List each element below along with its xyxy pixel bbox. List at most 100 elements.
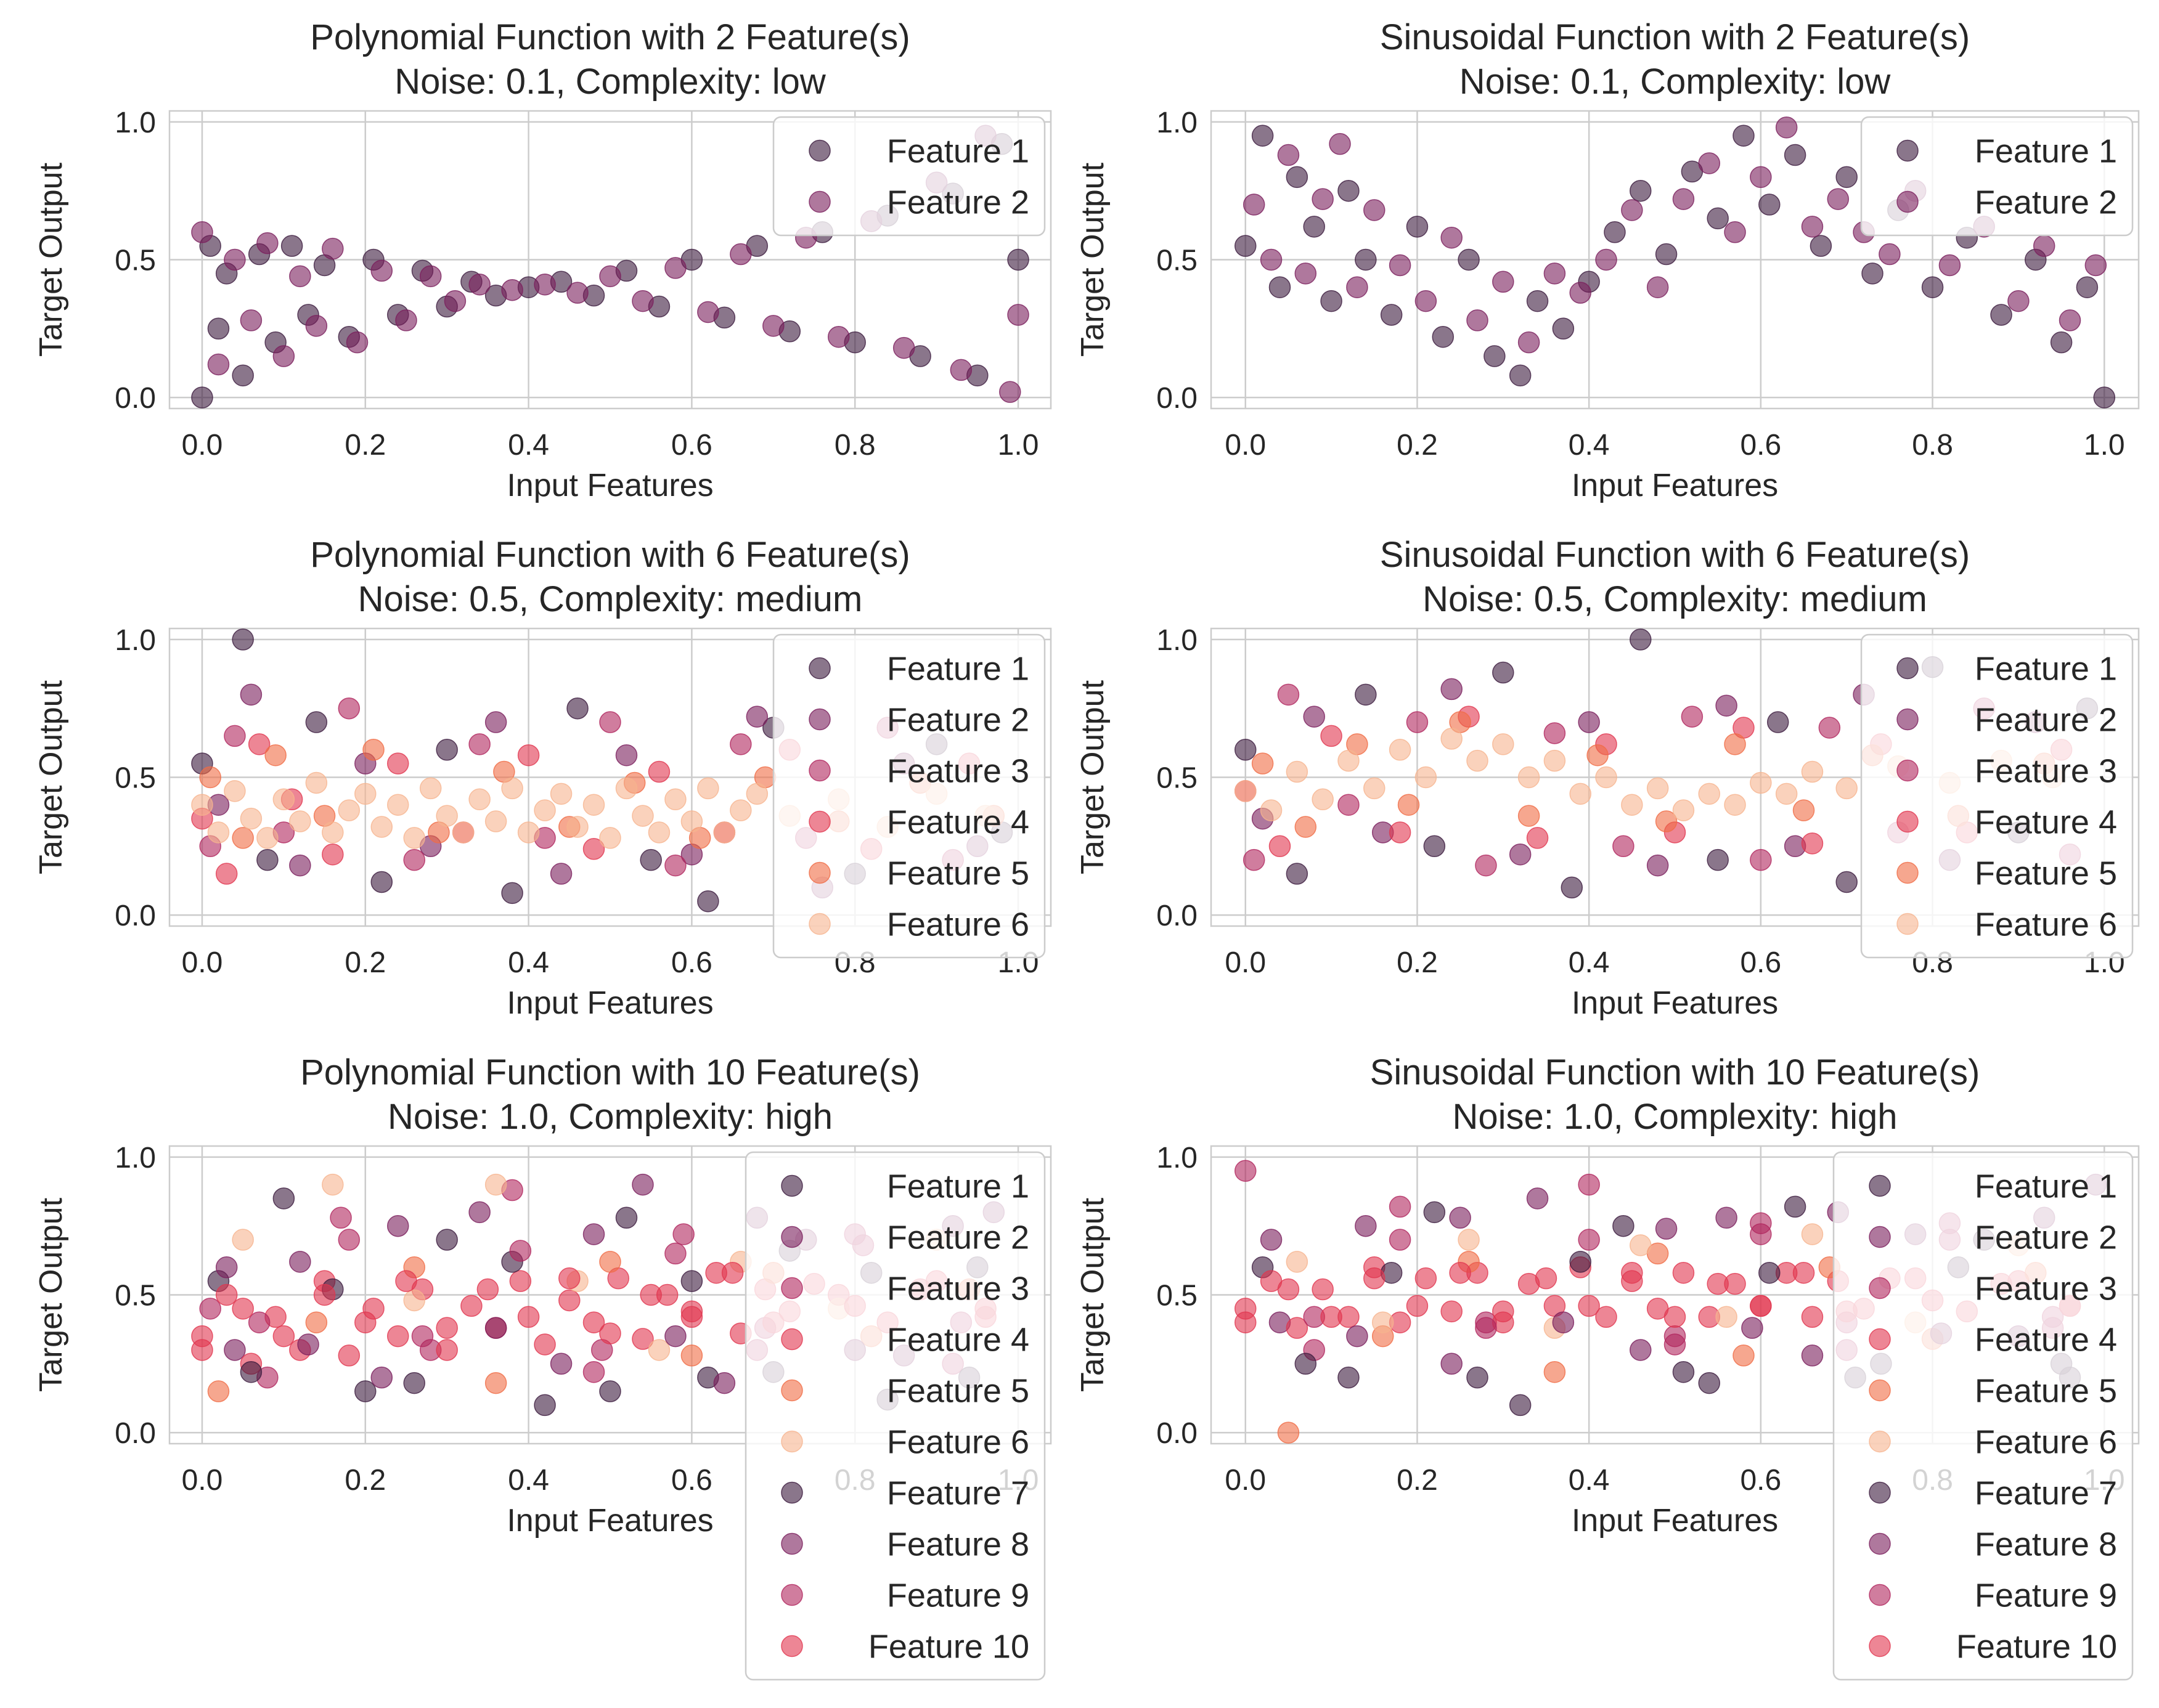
scatter-point bbox=[1234, 739, 1257, 761]
plot-frame bbox=[168, 110, 1052, 410]
scatter-point bbox=[648, 760, 671, 783]
scatter-point bbox=[1268, 276, 1291, 298]
scatter-point bbox=[1355, 683, 1377, 706]
x-tick-label: 0.6 bbox=[1740, 1464, 1781, 1497]
scatter-point bbox=[338, 1229, 361, 1251]
scatter-point bbox=[1277, 1278, 1300, 1301]
scatter-point bbox=[640, 1283, 662, 1306]
x-tick-label: 0.2 bbox=[1397, 946, 1438, 979]
y-tick-label: 0.5 bbox=[1156, 1280, 1198, 1312]
scatter-point bbox=[1286, 1317, 1308, 1339]
scatter-point bbox=[746, 706, 769, 728]
scatter-point bbox=[1509, 1394, 1532, 1417]
legend-label: Feature 6 bbox=[1975, 906, 2117, 943]
scatter-point bbox=[322, 821, 344, 844]
legend-label: Feature 3 bbox=[887, 1271, 1029, 1307]
y-tick-label: 0.0 bbox=[1156, 1417, 1198, 1450]
legend-label: Feature 3 bbox=[1975, 1271, 2117, 1307]
legend-marker bbox=[809, 657, 831, 680]
scatter-point bbox=[484, 711, 507, 733]
scatter-point bbox=[1277, 144, 1300, 166]
scatter-point bbox=[1750, 1295, 1772, 1317]
scatter-point bbox=[1526, 827, 1549, 849]
subplot-3: Polynomial Function with 6 Feature(s)Noi… bbox=[33, 535, 1052, 1021]
scatter-point bbox=[1268, 835, 1291, 858]
scatter-point bbox=[632, 805, 654, 827]
scatter-point bbox=[1578, 1295, 1600, 1317]
scatter-point bbox=[517, 821, 540, 844]
x-tick-label: 0.4 bbox=[1569, 946, 1610, 979]
scatter-point bbox=[1260, 799, 1283, 821]
scatter-point bbox=[1251, 752, 1274, 775]
scatter-point bbox=[566, 697, 589, 720]
legend-marker bbox=[1869, 1277, 1891, 1299]
scatter-point bbox=[1509, 364, 1532, 387]
scatter-point bbox=[1655, 243, 1678, 266]
legend-label: Feature 3 bbox=[887, 753, 1029, 790]
scatter-point bbox=[2033, 235, 2055, 257]
scatter-point bbox=[403, 1372, 425, 1394]
scatter-point bbox=[1707, 848, 1729, 871]
scatter-point bbox=[1655, 1218, 1678, 1240]
plot-frame bbox=[1210, 110, 2140, 410]
x-tick-label: 0.6 bbox=[671, 429, 712, 462]
scatter-point bbox=[215, 1283, 238, 1306]
scatter-point bbox=[191, 221, 213, 243]
scatter-point bbox=[1724, 733, 1746, 755]
scatter-point bbox=[1758, 1261, 1781, 1284]
scatter-point bbox=[1389, 821, 1411, 844]
scatter-point bbox=[395, 309, 417, 331]
legend-marker bbox=[809, 759, 831, 782]
scatter-point bbox=[289, 810, 311, 832]
scatter-point bbox=[1371, 1311, 1394, 1333]
scatter-point bbox=[1423, 835, 1446, 858]
scatter-point bbox=[1733, 124, 1755, 147]
scatter-point bbox=[509, 1240, 532, 1262]
scatter-point bbox=[338, 697, 361, 720]
scatter-point bbox=[1861, 262, 1884, 285]
scatter-point bbox=[1543, 722, 1566, 744]
scatter-point bbox=[1758, 193, 1781, 216]
x-tick-label: 0.0 bbox=[1225, 429, 1266, 462]
scatter-point bbox=[1286, 760, 1308, 783]
x-axis-label: Input Features bbox=[507, 1503, 713, 1539]
legend-marker bbox=[781, 1379, 803, 1402]
scatter-point bbox=[1320, 290, 1342, 312]
scatter-point bbox=[1586, 744, 1609, 767]
y-axis-label: Target Output bbox=[1075, 1197, 1111, 1392]
scatter-point bbox=[460, 1295, 483, 1317]
legend-marker bbox=[781, 1584, 803, 1606]
legend-label: Feature 4 bbox=[887, 804, 1029, 841]
scatter-point bbox=[338, 799, 361, 821]
scatter-point bbox=[1578, 711, 1600, 733]
scatter-point bbox=[1492, 733, 1514, 755]
legend-label: Feature 1 bbox=[887, 1168, 1029, 1205]
scatter-point bbox=[1646, 276, 1669, 298]
scatter-point bbox=[386, 794, 409, 816]
scatter-point bbox=[2059, 309, 2081, 331]
scatter-point bbox=[1938, 254, 1961, 277]
scatter-point bbox=[1286, 1251, 1308, 1273]
legend-label: Feature 1 bbox=[1975, 1168, 2117, 1205]
scatter-point bbox=[1509, 843, 1532, 866]
legend-marker bbox=[781, 1430, 803, 1453]
scatter-point bbox=[1449, 1261, 1471, 1284]
legend-label: Feature 8 bbox=[887, 1526, 1029, 1563]
scatter-point bbox=[1569, 1251, 1591, 1273]
scatter-point bbox=[468, 733, 491, 755]
x-axis-label: Input Features bbox=[1572, 1503, 1778, 1539]
scatter-point bbox=[1630, 628, 1652, 651]
y-tick-label: 0.0 bbox=[115, 900, 156, 932]
scatter-point bbox=[436, 1317, 458, 1339]
scatter-point bbox=[1646, 777, 1669, 800]
y-tick-label: 0.0 bbox=[1156, 900, 1198, 932]
scatter-point bbox=[1578, 1173, 1600, 1196]
legend: Feature 1 Feature 2 Feature 3 Feature 4 Feat… bbox=[745, 1151, 1046, 1681]
scatter-point bbox=[224, 780, 246, 802]
scatter-point bbox=[501, 882, 523, 905]
scatter-point bbox=[558, 1267, 581, 1290]
scatter-point bbox=[1646, 854, 1669, 877]
scatter-point bbox=[362, 739, 385, 761]
scatter-point bbox=[1543, 749, 1566, 772]
scatter-point bbox=[2093, 386, 2116, 409]
